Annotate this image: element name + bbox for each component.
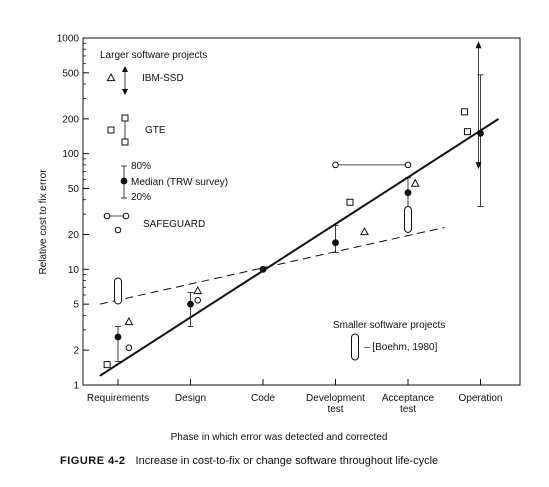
data-point [114,277,122,305]
data-marks [103,41,484,369]
arrow-down-icon [122,89,128,95]
legend-label-median: Median (TRW survey) [131,177,228,188]
data-point [124,317,134,326]
x-tick-label-line: Requirements [87,393,149,404]
data-point [463,128,471,136]
x-tick-label: Operation [459,393,503,404]
y-tick-label: 2 [73,346,79,357]
y-tick-label: 100 [62,149,79,160]
legend-marker-open-circle [114,226,122,234]
arrow-down-icon [475,162,482,170]
x-tick-label: Design [175,393,206,404]
legend-marker-open-circle [122,212,130,220]
data-point [461,108,469,116]
legend-title-large: Larger software projects [100,50,207,61]
legend-label-80: 80% [131,161,151,172]
legend-label-safeguard: SAFEGUARD [143,219,205,230]
trend-large-projects [99,118,500,377]
data-point [259,265,267,273]
arrow-up-icon [122,66,128,72]
data-point [332,239,339,247]
x-tick-label-line: Code [251,393,275,404]
x-tick-label: Requirements [87,393,149,404]
y-axis-label: Relative cost to fix error [38,169,49,275]
y-tick-label: 1000 [57,34,80,45]
plot-frame [82,37,521,386]
figure-caption: FIGURE 4-2 Increase in cost-to-fix or cha… [60,455,438,467]
y-tick-label: 1 [73,381,79,392]
series-gte [103,108,471,369]
legend-label-gte: GTE [145,125,166,136]
y-tick-label: 500 [62,68,79,79]
series-safeguard [125,161,412,352]
data-point [125,344,133,352]
y-tick-label: 20 [68,230,80,241]
legend: Larger software projects IBM-SSD GTE 80% Med… [100,50,445,361]
legend-marker-triangle [106,72,116,82]
legend-label-ibm-ssd: IBM-SSD [142,73,184,84]
legend-marker-filled-circle [120,177,128,185]
data-point [332,161,339,169]
data-point [404,205,412,233]
x-tick-label-line: test [400,404,416,415]
x-tick-label: Code [251,393,275,404]
chart: 1 2 5 10 20 50 100 200 500 1000 Requirements Design… [38,34,521,443]
series-ibm-ssd [124,178,420,326]
figure-caption-text: Increase in cost-to-fix or change softwa… [135,455,439,467]
x-tick-label: Development test [306,393,365,415]
data-point [114,333,122,341]
axes: 1 2 5 10 20 50 100 200 500 1000 Requirements Design… [57,34,521,415]
trend-lines [99,118,500,377]
data-point [346,198,354,206]
legend-marker-square [107,126,115,134]
data-point [187,300,194,308]
data-point [193,285,203,295]
legend-label-boehm: – [Boehm, 1980] [364,342,438,353]
series-boehm-1980 [114,205,412,305]
data-point [404,161,412,169]
arrow-up-icon [475,41,482,49]
x-tick-label-line: Operation [459,393,503,404]
figure-number: FIGURE 4-2 [60,455,126,467]
y-tick-label: 200 [62,114,79,125]
x-axis-label: Phase in which error was detected and co… [171,432,388,443]
y-tick-label: 50 [68,184,80,195]
x-tick-label-line: test [327,404,343,415]
legend-marker-oval [351,333,359,361]
x-tick-label-line: Design [175,393,206,404]
legend-label-20: 20% [131,192,151,203]
data-point [103,361,111,369]
data-point [194,296,202,304]
data-point [360,227,369,236]
data-point [404,189,412,197]
data-point [410,178,420,187]
legend-title-small: Smaller software projects [333,320,445,331]
legend-marker-square [121,138,129,146]
legend-marker-open-circle [103,212,111,220]
trend-small-projects [99,227,445,305]
legend-marker-square [121,114,129,122]
y-tick-label: 5 [73,300,79,311]
x-tick-label-line: Development [306,393,365,404]
y-tick-label: 10 [68,265,80,276]
x-tick-label-line: Acceptance [382,393,435,404]
x-tick-label: Acceptance test [382,393,435,415]
